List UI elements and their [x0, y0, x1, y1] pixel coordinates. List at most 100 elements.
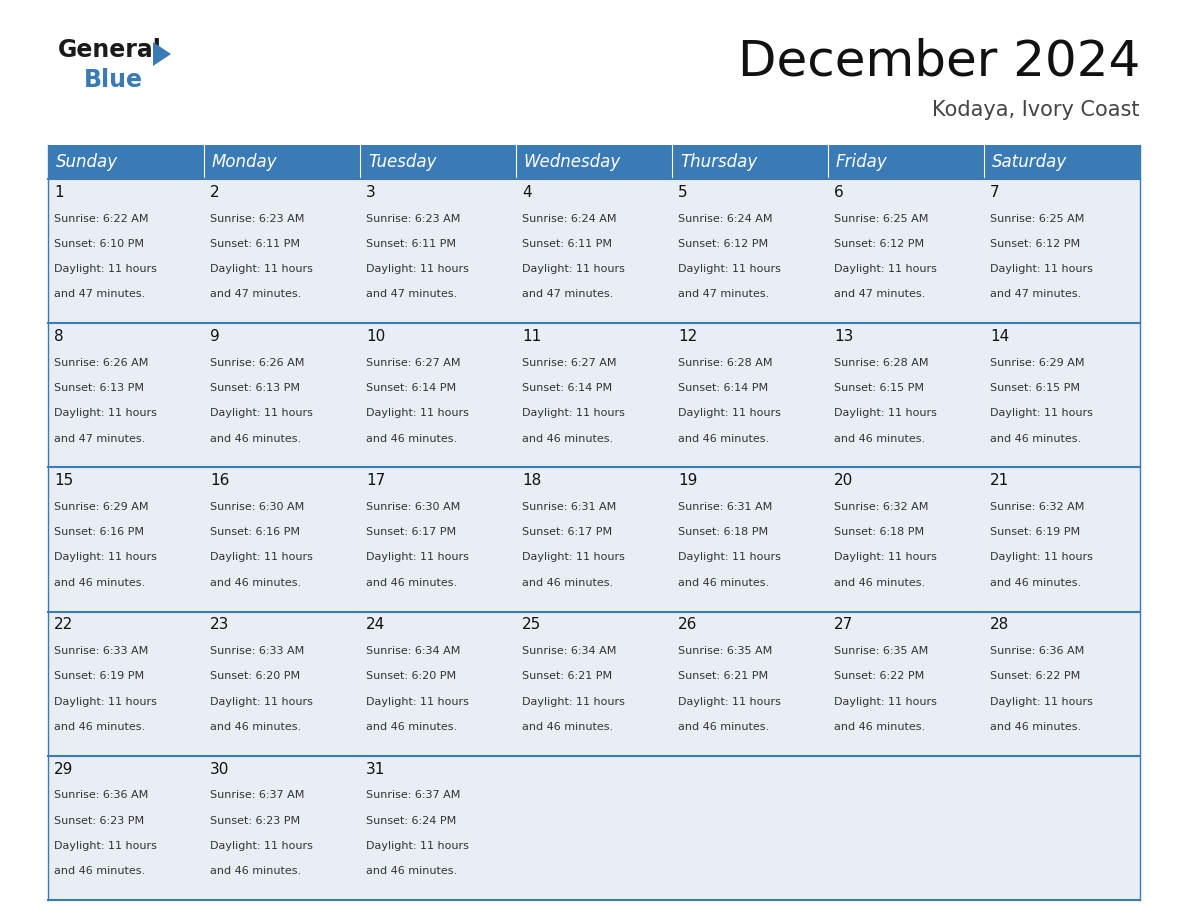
Bar — [360, 179, 516, 323]
Text: Sunset: 6:17 PM: Sunset: 6:17 PM — [523, 527, 612, 537]
Text: Daylight: 11 hours: Daylight: 11 hours — [55, 553, 157, 563]
Text: 14: 14 — [991, 329, 1010, 344]
Text: Sunset: 6:14 PM: Sunset: 6:14 PM — [678, 383, 769, 393]
Text: 19: 19 — [678, 473, 697, 488]
Bar — [516, 179, 672, 323]
Text: 31: 31 — [366, 762, 386, 777]
Text: Daylight: 11 hours: Daylight: 11 hours — [678, 697, 782, 707]
Text: Monday: Monday — [211, 153, 278, 171]
Text: Saturday: Saturday — [992, 153, 1067, 171]
Bar — [204, 467, 360, 611]
Text: Daylight: 11 hours: Daylight: 11 hours — [523, 264, 625, 274]
Text: and 46 minutes.: and 46 minutes. — [210, 722, 302, 732]
Text: Sunrise: 6:23 AM: Sunrise: 6:23 AM — [210, 214, 304, 224]
Text: and 46 minutes.: and 46 minutes. — [678, 577, 770, 588]
Bar — [672, 611, 828, 756]
Text: 2: 2 — [210, 185, 220, 200]
Text: 11: 11 — [523, 329, 542, 344]
Bar — [48, 179, 204, 323]
Text: Daylight: 11 hours: Daylight: 11 hours — [366, 841, 469, 851]
Text: Sunset: 6:21 PM: Sunset: 6:21 PM — [678, 671, 769, 681]
Text: Sunset: 6:13 PM: Sunset: 6:13 PM — [210, 383, 301, 393]
Text: and 46 minutes.: and 46 minutes. — [366, 722, 457, 732]
Text: Sunset: 6:14 PM: Sunset: 6:14 PM — [366, 383, 456, 393]
Text: Daylight: 11 hours: Daylight: 11 hours — [523, 553, 625, 563]
Text: Sunset: 6:21 PM: Sunset: 6:21 PM — [523, 671, 612, 681]
Bar — [204, 323, 360, 467]
Text: Blue: Blue — [84, 68, 143, 92]
Bar — [204, 145, 360, 179]
Text: Sunrise: 6:25 AM: Sunrise: 6:25 AM — [991, 214, 1085, 224]
Text: and 47 minutes.: and 47 minutes. — [210, 289, 302, 299]
Text: Sunset: 6:12 PM: Sunset: 6:12 PM — [678, 239, 769, 249]
Text: Sunrise: 6:32 AM: Sunrise: 6:32 AM — [834, 502, 929, 512]
Text: Daylight: 11 hours: Daylight: 11 hours — [55, 409, 157, 419]
Bar — [828, 467, 984, 611]
Text: Sunrise: 6:31 AM: Sunrise: 6:31 AM — [678, 502, 772, 512]
Text: and 46 minutes.: and 46 minutes. — [678, 433, 770, 443]
Text: and 46 minutes.: and 46 minutes. — [991, 722, 1081, 732]
Bar — [360, 145, 516, 179]
Text: Sunset: 6:19 PM: Sunset: 6:19 PM — [55, 671, 145, 681]
Text: Sunset: 6:19 PM: Sunset: 6:19 PM — [991, 527, 1080, 537]
Bar — [204, 756, 360, 900]
Bar — [828, 179, 984, 323]
Text: Friday: Friday — [836, 153, 887, 171]
Text: Sunrise: 6:26 AM: Sunrise: 6:26 AM — [55, 358, 148, 368]
Text: and 47 minutes.: and 47 minutes. — [991, 289, 1081, 299]
Text: and 47 minutes.: and 47 minutes. — [55, 289, 145, 299]
Text: Sunset: 6:11 PM: Sunset: 6:11 PM — [366, 239, 456, 249]
Text: General: General — [58, 38, 162, 62]
Text: Daylight: 11 hours: Daylight: 11 hours — [834, 409, 937, 419]
Text: Sunset: 6:18 PM: Sunset: 6:18 PM — [678, 527, 769, 537]
Text: Sunset: 6:20 PM: Sunset: 6:20 PM — [366, 671, 456, 681]
Bar — [48, 611, 204, 756]
Bar — [48, 756, 204, 900]
Text: Daylight: 11 hours: Daylight: 11 hours — [55, 697, 157, 707]
Text: and 46 minutes.: and 46 minutes. — [678, 722, 770, 732]
Polygon shape — [153, 42, 171, 66]
Text: Sunset: 6:12 PM: Sunset: 6:12 PM — [991, 239, 1080, 249]
Bar — [204, 611, 360, 756]
Text: 4: 4 — [523, 185, 532, 200]
Text: Daylight: 11 hours: Daylight: 11 hours — [523, 697, 625, 707]
Text: Sunrise: 6:34 AM: Sunrise: 6:34 AM — [523, 646, 617, 656]
Text: Daylight: 11 hours: Daylight: 11 hours — [366, 264, 469, 274]
Bar — [828, 323, 984, 467]
Text: Daylight: 11 hours: Daylight: 11 hours — [834, 697, 937, 707]
Text: Sunset: 6:23 PM: Sunset: 6:23 PM — [55, 816, 145, 825]
Bar — [516, 756, 672, 900]
Bar — [672, 179, 828, 323]
Text: 8: 8 — [55, 329, 64, 344]
Text: 13: 13 — [834, 329, 854, 344]
Text: 24: 24 — [366, 618, 385, 633]
Bar — [828, 611, 984, 756]
Text: and 47 minutes.: and 47 minutes. — [678, 289, 770, 299]
Text: Sunrise: 6:29 AM: Sunrise: 6:29 AM — [55, 502, 148, 512]
Text: Sunset: 6:22 PM: Sunset: 6:22 PM — [991, 671, 1081, 681]
Text: Sunrise: 6:26 AM: Sunrise: 6:26 AM — [210, 358, 304, 368]
Bar — [516, 467, 672, 611]
Text: and 46 minutes.: and 46 minutes. — [55, 577, 145, 588]
Text: Sunrise: 6:30 AM: Sunrise: 6:30 AM — [210, 502, 304, 512]
Text: Sunset: 6:17 PM: Sunset: 6:17 PM — [366, 527, 456, 537]
Bar — [516, 145, 672, 179]
Text: and 46 minutes.: and 46 minutes. — [210, 433, 302, 443]
Bar — [48, 323, 204, 467]
Text: Daylight: 11 hours: Daylight: 11 hours — [210, 697, 314, 707]
Text: Daylight: 11 hours: Daylight: 11 hours — [55, 264, 157, 274]
Text: Sunrise: 6:24 AM: Sunrise: 6:24 AM — [523, 214, 617, 224]
Text: Sunrise: 6:28 AM: Sunrise: 6:28 AM — [834, 358, 929, 368]
Text: and 46 minutes.: and 46 minutes. — [523, 433, 613, 443]
Bar — [828, 756, 984, 900]
Text: Daylight: 11 hours: Daylight: 11 hours — [991, 553, 1093, 563]
Text: Daylight: 11 hours: Daylight: 11 hours — [55, 841, 157, 851]
Text: Sunrise: 6:22 AM: Sunrise: 6:22 AM — [55, 214, 148, 224]
Text: Sunrise: 6:27 AM: Sunrise: 6:27 AM — [366, 358, 461, 368]
Text: 28: 28 — [991, 618, 1010, 633]
Text: Daylight: 11 hours: Daylight: 11 hours — [210, 553, 314, 563]
Text: Thursday: Thursday — [680, 153, 757, 171]
Text: Sunrise: 6:37 AM: Sunrise: 6:37 AM — [210, 790, 304, 800]
Text: 16: 16 — [210, 473, 229, 488]
Text: and 47 minutes.: and 47 minutes. — [523, 289, 613, 299]
